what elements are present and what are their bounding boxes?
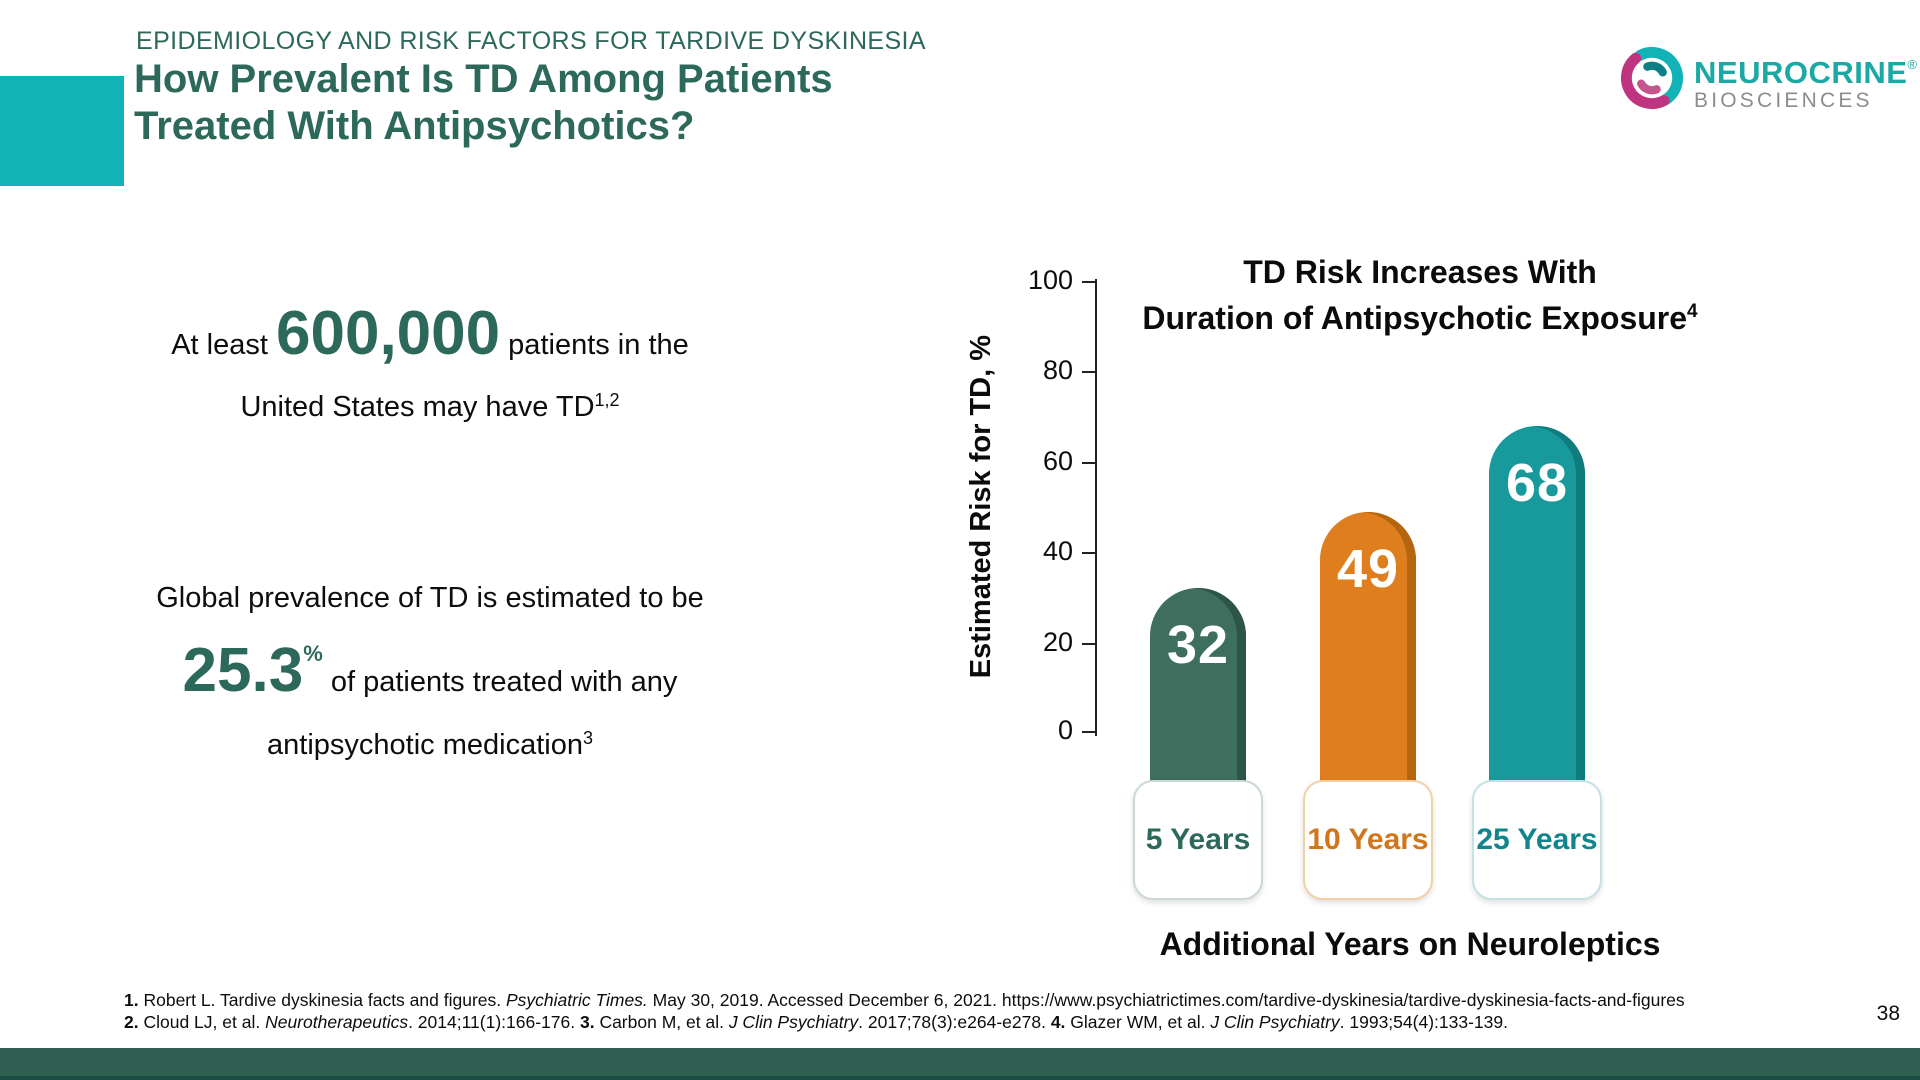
y-axis-line bbox=[1095, 279, 1097, 736]
bar-25-years: 68 bbox=[1489, 425, 1585, 800]
slide-title-line1: How Prevalent Is TD Among Patients bbox=[134, 57, 833, 101]
footer-bar bbox=[0, 1048, 1920, 1080]
page-number: 38 bbox=[1876, 1002, 1900, 1025]
stat-global-prevalence: Global prevalence of TD is estimated to … bbox=[156, 582, 704, 761]
y-tick-label: 40 bbox=[1042, 536, 1073, 566]
bar-value-label: 49 bbox=[1336, 538, 1400, 599]
logo-sub-brand: BIOSCIENCES bbox=[1694, 88, 1873, 112]
slide-title-line2: Treated With Antipsychotics? bbox=[134, 104, 695, 148]
y-tick bbox=[1082, 371, 1095, 373]
footnote-line-2: 2. Cloud LJ, et al. Neurotherapeutics. 2… bbox=[124, 1012, 1508, 1032]
category-label-box: 5 Years bbox=[1133, 780, 1263, 900]
bar-10-years: 49 bbox=[1320, 511, 1416, 800]
bar-chart-plot: 100 80 60 40 20 0 32 49 68 5 Years 10 Ye… bbox=[1028, 265, 1715, 900]
y-tick bbox=[1082, 731, 1095, 733]
y-tick bbox=[1082, 643, 1095, 645]
y-tick-label: 20 bbox=[1042, 627, 1073, 657]
slide-title: How Prevalent Is TD Among Patients Treat… bbox=[134, 56, 833, 150]
registered-mark: ® bbox=[1907, 56, 1918, 72]
bar-value-label: 68 bbox=[1505, 452, 1569, 513]
y-tick bbox=[1082, 281, 1095, 283]
y-tick-label: 80 bbox=[1042, 355, 1073, 385]
chart-title: TD Risk Increases With Duration of Antips… bbox=[1142, 254, 1698, 336]
neurocrine-swirl-icon bbox=[1620, 46, 1684, 115]
footnote-line-1: 1. Robert L. Tardive dyskinesia facts an… bbox=[124, 990, 1685, 1010]
footnotes: 1. Robert L. Tardive dyskinesia facts an… bbox=[124, 989, 1784, 1033]
logo-brand: NEUROCRINE® bbox=[1694, 54, 1918, 90]
slide-kicker: EPIDEMIOLOGY AND RISK FACTORS FOR TARDIV… bbox=[136, 27, 926, 55]
neurocrine-logo: NEUROCRINE® BIOSCIENCES bbox=[1620, 46, 1918, 115]
y-tick-label: 0 bbox=[1057, 715, 1073, 745]
y-tick-label: 60 bbox=[1042, 446, 1073, 476]
category-label-box: 25 Years bbox=[1472, 780, 1602, 900]
y-tick bbox=[1082, 462, 1095, 464]
category-label-box: 10 Years bbox=[1303, 780, 1433, 900]
teal-accent-square bbox=[0, 76, 124, 186]
y-tick-label: 100 bbox=[1027, 265, 1073, 295]
y-axis-label-wrap: Estimated Risk for TD, % bbox=[960, 281, 1002, 733]
x-axis-label: Additional Years on Neuroleptics bbox=[1159, 926, 1661, 962]
stat-patients-us: At least 600,000 patients in the United S… bbox=[171, 299, 689, 424]
bar-value-label: 32 bbox=[1166, 615, 1230, 676]
bar-5-years: 32 bbox=[1150, 588, 1246, 800]
logo-text: NEUROCRINE® BIOSCIENCES bbox=[1694, 49, 1918, 113]
y-tick bbox=[1082, 552, 1095, 554]
